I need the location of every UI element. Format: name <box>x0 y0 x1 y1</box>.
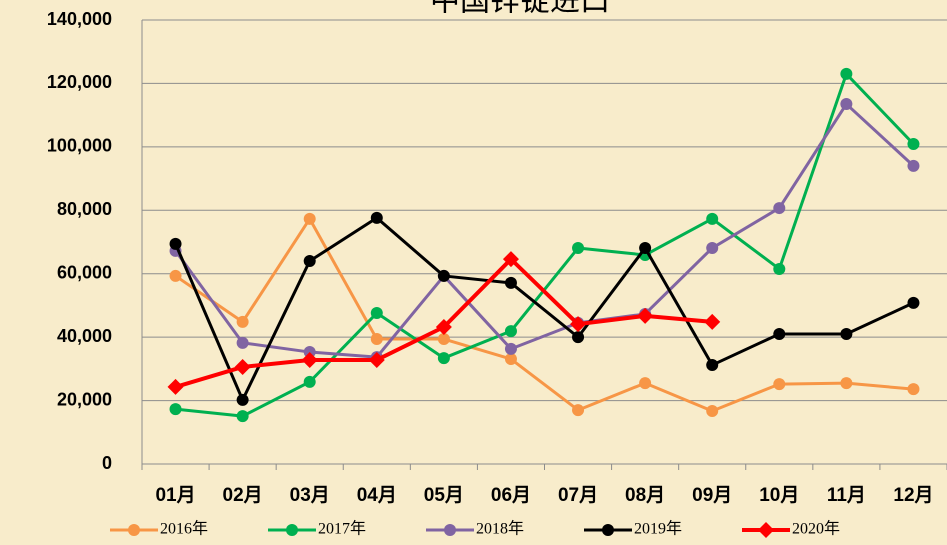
point <box>435 318 452 335</box>
point <box>907 383 920 396</box>
point <box>639 377 652 390</box>
point <box>169 403 182 416</box>
legend-marker <box>128 524 140 536</box>
point <box>169 237 182 250</box>
point <box>370 211 383 224</box>
legend-label: 2020年 <box>792 520 840 538</box>
point <box>907 159 920 172</box>
point <box>706 359 719 372</box>
point <box>773 202 786 215</box>
x-tick-label: 09月 <box>692 485 732 506</box>
point <box>504 276 517 289</box>
point <box>303 375 316 388</box>
point <box>706 212 719 225</box>
point <box>773 378 786 391</box>
point <box>570 316 587 333</box>
legend-marker <box>444 524 456 536</box>
legend-label: 2016年 <box>160 520 208 538</box>
y-tick-label: 100,000 <box>47 136 112 156</box>
y-tick-label: 40,000 <box>57 326 112 346</box>
point <box>773 327 786 340</box>
series-line <box>175 72 915 418</box>
x-tick-label: 11月 <box>827 485 866 506</box>
point <box>907 296 920 309</box>
point <box>704 313 721 330</box>
series-line <box>174 102 915 359</box>
point <box>169 269 182 282</box>
point <box>639 242 652 255</box>
point <box>236 336 249 349</box>
y-tick-label: 20,000 <box>57 389 112 409</box>
legend-marker <box>286 524 298 536</box>
series-line <box>174 216 915 402</box>
point <box>504 353 517 366</box>
point <box>572 331 585 344</box>
x-tick-label: 05月 <box>424 485 464 506</box>
x-tick-label: 06月 <box>491 485 531 506</box>
x-tick-label: 01月 <box>155 485 195 506</box>
point <box>637 307 654 324</box>
point <box>773 262 786 275</box>
y-tick-label: 0 <box>102 453 112 473</box>
point <box>301 351 318 368</box>
point <box>907 138 920 151</box>
x-tick-label: 10月 <box>759 485 799 506</box>
x-tick-label: 12月 <box>893 485 933 506</box>
point <box>437 352 450 365</box>
legend-label: 2019年 <box>634 520 682 538</box>
point <box>840 67 853 80</box>
point <box>572 242 585 255</box>
point <box>236 393 249 406</box>
point <box>437 333 450 346</box>
series-line <box>174 217 914 413</box>
point <box>236 315 249 328</box>
x-tick-label: 04月 <box>357 485 397 506</box>
x-tick-label: 03月 <box>290 485 330 506</box>
point <box>572 404 585 417</box>
point <box>437 269 450 282</box>
x-tick-label: 02月 <box>223 485 263 506</box>
point <box>236 410 249 423</box>
point <box>370 307 383 320</box>
point <box>303 212 316 225</box>
point <box>502 251 519 268</box>
point <box>706 242 719 255</box>
point <box>303 255 316 268</box>
legend-marker <box>602 524 614 536</box>
chart-title: 中国锌锭进口 <box>430 0 610 19</box>
point <box>504 342 517 355</box>
point <box>504 325 517 338</box>
legend-label: 2017年 <box>318 520 366 538</box>
x-tick-label: 07月 <box>558 485 598 506</box>
y-tick-label: 60,000 <box>57 262 112 282</box>
point <box>368 351 385 368</box>
y-tick-label: 120,000 <box>47 72 112 92</box>
point <box>234 358 251 375</box>
y-tick-label: 140,000 <box>47 9 112 29</box>
point <box>840 377 853 390</box>
point <box>370 333 383 346</box>
legend-label: 2018年 <box>476 520 524 538</box>
point <box>840 98 853 111</box>
legend-marker <box>758 522 774 538</box>
point <box>840 327 853 340</box>
point <box>706 405 719 418</box>
x-tick-label: 08月 <box>625 485 665 506</box>
y-tick-label: 80,000 <box>57 199 112 219</box>
point <box>167 378 184 395</box>
